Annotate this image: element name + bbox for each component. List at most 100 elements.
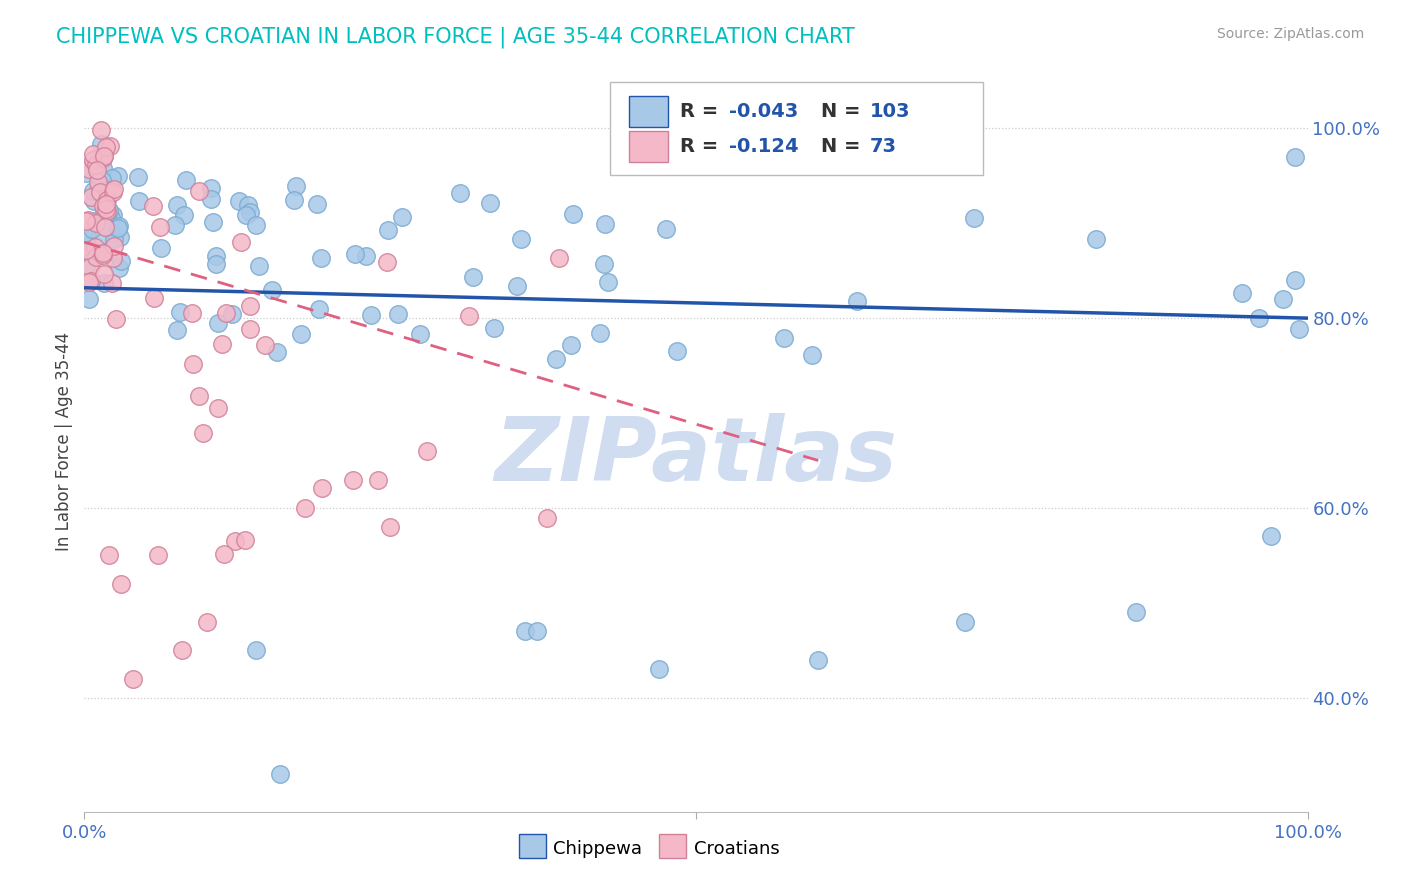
Point: [101, 171, 124, 186]
Point: [283, 194, 305, 208]
Point: [94, 220, 117, 235]
Point: [509, 232, 531, 246]
Text: -0.124: -0.124: [728, 137, 799, 156]
Point: [91, 245, 114, 260]
Point: [290, 326, 312, 341]
Point: [103, 239, 125, 253]
Point: [89, 228, 111, 243]
Point: [79, 190, 101, 204]
Point: [75, 165, 97, 179]
Point: [172, 643, 194, 657]
Point: [387, 307, 409, 321]
Y-axis label: In Labor Force | Age 35-44: In Labor Force | Age 35-44: [55, 332, 73, 551]
Point: [163, 218, 186, 232]
Point: [224, 533, 246, 548]
Point: [305, 197, 328, 211]
Point: [94, 139, 117, 153]
Point: [107, 169, 129, 184]
Point: [90, 173, 112, 187]
Text: Source: ZipAtlas.com: Source: ZipAtlas.com: [1216, 27, 1364, 41]
Point: [536, 511, 558, 525]
Text: R =: R =: [681, 102, 725, 120]
Point: [596, 275, 619, 289]
Point: [101, 208, 124, 222]
Point: [239, 300, 262, 314]
Point: [648, 662, 671, 676]
Text: N =: N =: [821, 137, 868, 156]
Point: [107, 261, 129, 276]
Point: [94, 197, 117, 211]
Point: [84, 158, 107, 172]
FancyBboxPatch shape: [610, 82, 983, 175]
Point: [204, 249, 226, 263]
Point: [110, 229, 132, 244]
Point: [97, 549, 120, 563]
Point: [100, 211, 122, 225]
Point: [82, 184, 104, 198]
Point: [963, 211, 986, 225]
Text: N =: N =: [821, 102, 868, 120]
Point: [98, 139, 121, 153]
Point: [212, 547, 235, 561]
Point: [484, 321, 506, 335]
Point: [149, 220, 172, 235]
Point: [149, 241, 172, 255]
Point: [173, 208, 195, 222]
Point: [311, 481, 333, 495]
Point: [82, 221, 104, 235]
Point: [195, 615, 218, 629]
Point: [457, 310, 479, 324]
Point: [96, 183, 118, 197]
Point: [245, 643, 267, 657]
Point: [96, 219, 118, 234]
Point: [360, 308, 382, 322]
Point: [1284, 150, 1306, 164]
Point: [110, 253, 132, 268]
Point: [1284, 273, 1306, 287]
Point: [86, 163, 108, 178]
Point: [83, 194, 105, 209]
Point: [1272, 292, 1295, 306]
Point: [96, 193, 118, 207]
Point: [107, 221, 129, 235]
Point: [143, 291, 166, 305]
Point: [505, 279, 527, 293]
Point: [513, 624, 536, 639]
Point: [378, 520, 401, 534]
Point: [214, 305, 236, 319]
Point: [76, 228, 98, 243]
Point: [128, 194, 150, 208]
Point: [200, 180, 222, 194]
Point: [91, 245, 114, 260]
Point: [101, 251, 124, 265]
Point: [773, 331, 796, 345]
Point: [127, 169, 149, 184]
Point: [98, 215, 121, 229]
Point: [449, 186, 471, 200]
Point: [76, 213, 98, 227]
Point: [254, 337, 277, 351]
Point: [800, 347, 823, 361]
Point: [589, 326, 612, 341]
Point: [546, 352, 568, 367]
Point: [96, 204, 118, 219]
Point: [269, 766, 291, 780]
Point: [93, 202, 115, 217]
Point: [174, 173, 197, 187]
Point: [201, 215, 224, 229]
Point: [375, 254, 398, 268]
Point: [87, 175, 110, 189]
Point: [93, 149, 115, 163]
Point: [236, 198, 259, 212]
Point: [1288, 321, 1310, 335]
Point: [1085, 232, 1108, 246]
Point: [342, 473, 364, 487]
Point: [96, 202, 118, 216]
Point: [204, 256, 226, 270]
Point: [84, 216, 107, 230]
Point: [308, 301, 330, 316]
Point: [526, 624, 548, 639]
Point: [83, 153, 105, 167]
Point: [409, 326, 432, 341]
Point: [311, 252, 333, 266]
